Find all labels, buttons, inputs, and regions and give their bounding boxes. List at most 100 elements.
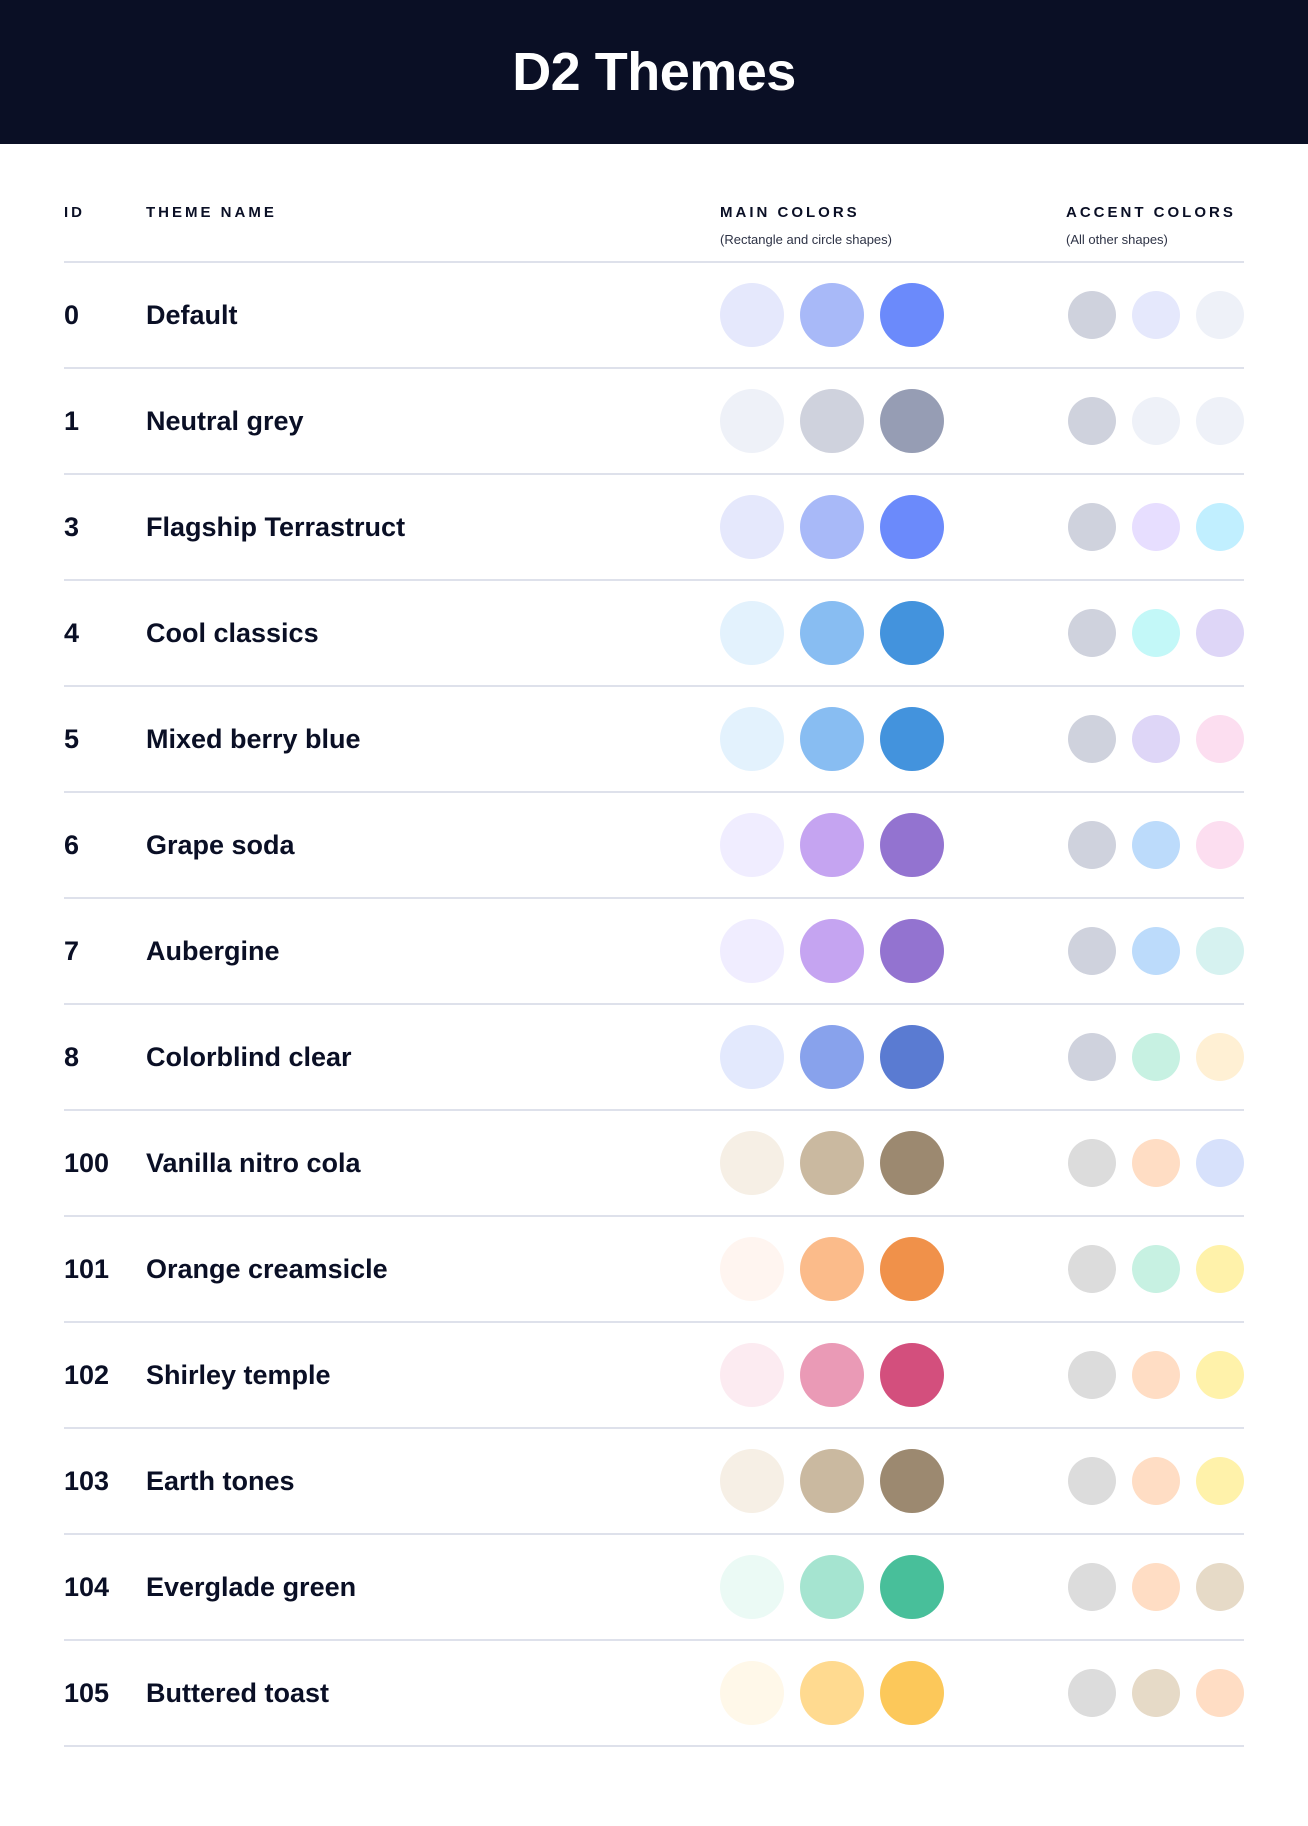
- accent-color-swatch: [1068, 291, 1116, 339]
- theme-name: Aubergine: [146, 936, 280, 966]
- table-row: 102 Shirley temple: [64, 1323, 1244, 1429]
- main-color-swatch: [720, 1449, 784, 1513]
- theme-name: Earth tones: [146, 1466, 295, 1496]
- main-color-swatch: [800, 389, 864, 453]
- main-color-swatch: [880, 1131, 944, 1195]
- theme-id: 7: [64, 936, 80, 966]
- table-row: 3 Flagship Terrastruct: [64, 475, 1244, 581]
- accent-color-swatch: [1132, 1139, 1180, 1187]
- theme-id: 0: [64, 300, 80, 330]
- accent-color-swatch: [1068, 715, 1116, 763]
- accent-color-swatch: [1196, 291, 1244, 339]
- page-title: D2 Themes: [512, 42, 796, 102]
- main-color-swatch: [720, 919, 784, 983]
- main-color-swatch: [880, 919, 944, 983]
- accent-color-swatch: [1196, 1351, 1244, 1399]
- page-header: D2 Themes: [0, 0, 1308, 144]
- accent-color-swatch: [1068, 1351, 1116, 1399]
- main-color-swatch: [880, 1449, 944, 1513]
- accent-color-swatch: [1132, 291, 1180, 339]
- table-row: 103 Earth tones: [64, 1429, 1244, 1535]
- accent-color-swatch: [1132, 1669, 1180, 1717]
- theme-name: Shirley temple: [146, 1360, 331, 1390]
- column-main-colors: MAIN COLORS: [720, 204, 860, 221]
- main-color-swatch: [720, 1555, 784, 1619]
- main-color-swatch: [800, 1237, 864, 1301]
- main-color-swatch: [880, 1555, 944, 1619]
- accent-color-swatch: [1196, 927, 1244, 975]
- theme-name: Orange creamsicle: [146, 1254, 388, 1284]
- accent-color-swatch: [1132, 1351, 1180, 1399]
- main-color-swatch: [720, 1131, 784, 1195]
- theme-id: 103: [64, 1466, 110, 1496]
- main-color-swatch: [720, 601, 784, 665]
- accent-color-swatch: [1068, 503, 1116, 551]
- main-color-swatch: [800, 283, 864, 347]
- main-color-swatch: [720, 1025, 784, 1089]
- column-theme-name: THEME NAME: [146, 204, 277, 221]
- main-color-swatch: [880, 283, 944, 347]
- table-row: 100 Vanilla nitro cola: [64, 1111, 1244, 1217]
- accent-color-swatch: [1068, 927, 1116, 975]
- main-color-swatch: [880, 495, 944, 559]
- main-color-swatch: [800, 1449, 864, 1513]
- table-header: ID THEME NAME MAIN COLORS (Rectangle and…: [64, 144, 1244, 263]
- main-color-swatch: [720, 1237, 784, 1301]
- accent-color-swatch: [1068, 397, 1116, 445]
- table-row: 8 Colorblind clear: [64, 1005, 1244, 1111]
- accent-color-swatch: [1132, 1563, 1180, 1611]
- table-row: 0 Default: [64, 263, 1244, 369]
- main-color-swatch: [720, 389, 784, 453]
- accent-color-swatch: [1068, 1563, 1116, 1611]
- main-color-swatch: [800, 813, 864, 877]
- table-row: 5 Mixed berry blue: [64, 687, 1244, 793]
- accent-color-swatch: [1196, 715, 1244, 763]
- main-color-swatch: [800, 1025, 864, 1089]
- theme-id: 6: [64, 830, 80, 860]
- main-color-swatch: [800, 601, 864, 665]
- main-color-swatch: [880, 707, 944, 771]
- main-color-swatch: [800, 707, 864, 771]
- accent-color-swatch: [1196, 397, 1244, 445]
- main-color-swatch: [880, 601, 944, 665]
- main-color-swatch: [720, 707, 784, 771]
- theme-name: Mixed berry blue: [146, 724, 361, 754]
- main-color-swatch: [800, 919, 864, 983]
- main-color-swatch: [800, 1661, 864, 1725]
- accent-color-swatch: [1196, 821, 1244, 869]
- main-color-swatch: [720, 1661, 784, 1725]
- column-accent-colors: ACCENT COLORS: [1066, 204, 1236, 221]
- theme-name: Neutral grey: [146, 406, 304, 436]
- accent-color-swatch: [1068, 1245, 1116, 1293]
- theme-id: 3: [64, 512, 80, 542]
- table-row: 1 Neutral grey: [64, 369, 1244, 475]
- table-row: 7 Aubergine: [64, 899, 1244, 1005]
- column-accent-colors-subtitle: (All other shapes): [1066, 232, 1168, 247]
- accent-color-swatch: [1196, 1245, 1244, 1293]
- accent-color-swatch: [1132, 821, 1180, 869]
- main-color-swatch: [880, 389, 944, 453]
- accent-color-swatch: [1132, 397, 1180, 445]
- main-color-swatch: [880, 1025, 944, 1089]
- theme-name: Vanilla nitro cola: [146, 1148, 361, 1178]
- table-row: 4 Cool classics: [64, 581, 1244, 687]
- accent-color-swatch: [1132, 715, 1180, 763]
- main-color-swatch: [720, 283, 784, 347]
- theme-name: Grape soda: [146, 830, 295, 860]
- accent-color-swatch: [1196, 1669, 1244, 1717]
- theme-id: 102: [64, 1360, 110, 1390]
- accent-color-swatch: [1196, 1033, 1244, 1081]
- theme-id: 8: [64, 1042, 80, 1072]
- accent-color-swatch: [1196, 1139, 1244, 1187]
- accent-color-swatch: [1196, 503, 1244, 551]
- themes-table: ID THEME NAME MAIN COLORS (Rectangle and…: [64, 144, 1244, 1747]
- accent-color-swatch: [1068, 821, 1116, 869]
- accent-color-swatch: [1132, 609, 1180, 657]
- main-color-swatch: [720, 1343, 784, 1407]
- table-body: 0 Default 1 Neutral grey 3 Flagship Terrastru…: [64, 263, 1244, 1747]
- accent-color-swatch: [1068, 1457, 1116, 1505]
- theme-name: Everglade green: [146, 1572, 357, 1602]
- accent-color-swatch: [1196, 1457, 1244, 1505]
- accent-color-swatch: [1068, 1669, 1116, 1717]
- accent-color-swatch: [1132, 503, 1180, 551]
